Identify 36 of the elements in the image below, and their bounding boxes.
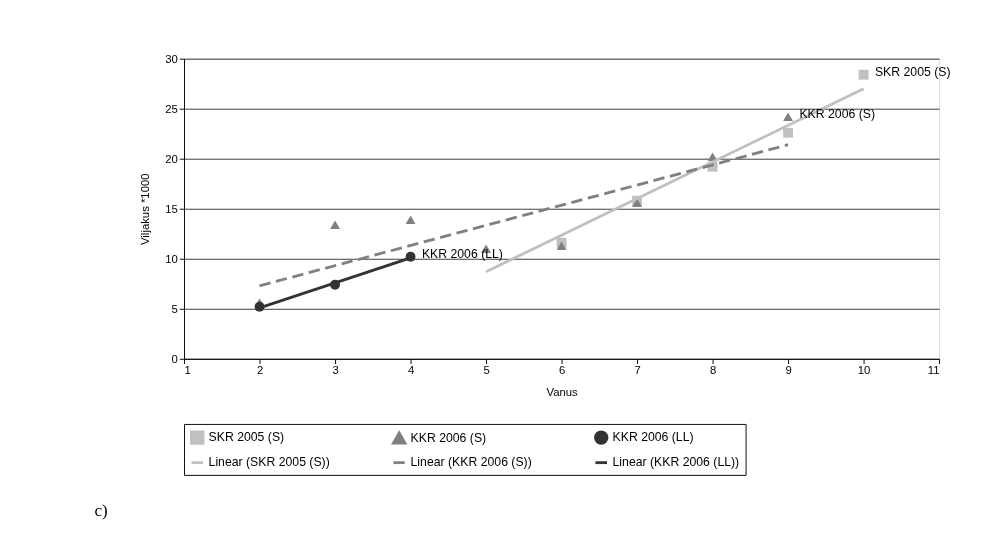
legend-label: KKR 2006 (LL) <box>612 430 694 445</box>
y-tick-label: 10 <box>165 253 178 266</box>
x-tick-label: 5 <box>483 364 490 377</box>
text: c) <box>94 500 108 520</box>
annotation: KKR 2006 (S) <box>799 106 875 121</box>
annotation: KKR 2006 (LL) <box>421 246 503 261</box>
point <box>783 112 794 122</box>
x-tick-label: 8 <box>709 364 717 377</box>
legend-label: Linear (SKR 2005 (S)) <box>208 455 330 470</box>
point <box>405 215 416 225</box>
legend-label: KKR 2006 (S) <box>410 430 487 445</box>
x-tick-label: 6 <box>558 364 566 377</box>
x-tick-label: 10 <box>857 364 871 377</box>
x-tick-label: 4 <box>407 364 415 377</box>
y-tick-label: 15 <box>165 203 178 216</box>
legend-label: Linear (KKR 2006 (LL)) <box>612 455 740 470</box>
y-tick-label: 5 <box>171 303 178 316</box>
point <box>858 69 869 80</box>
y-axis-title: Viljakus *1000 <box>139 173 152 245</box>
y-tick-label: 30 <box>165 52 178 65</box>
point <box>330 220 341 230</box>
x-axis-title: Vanus <box>546 386 578 399</box>
y-tick-label: 25 <box>165 102 178 115</box>
x-tick-label: 9 <box>785 364 792 377</box>
y-tick-label: 20 <box>165 152 178 165</box>
x-tick-label: 3 <box>332 364 339 377</box>
annotation: SKR 2005 (S) <box>874 64 951 79</box>
point <box>556 241 567 251</box>
legend-label: Linear (KKR 2006 (S)) <box>410 455 532 470</box>
legend-label: SKR 2005 (S) <box>208 430 285 445</box>
x-tick-label: 7 <box>634 364 641 377</box>
x-tick-label: 2 <box>256 364 264 377</box>
y-tick-label: 0 <box>171 353 178 366</box>
point <box>783 127 794 138</box>
x-tick-label: 11 <box>927 364 940 377</box>
x-tick-label: 1 <box>184 364 191 377</box>
